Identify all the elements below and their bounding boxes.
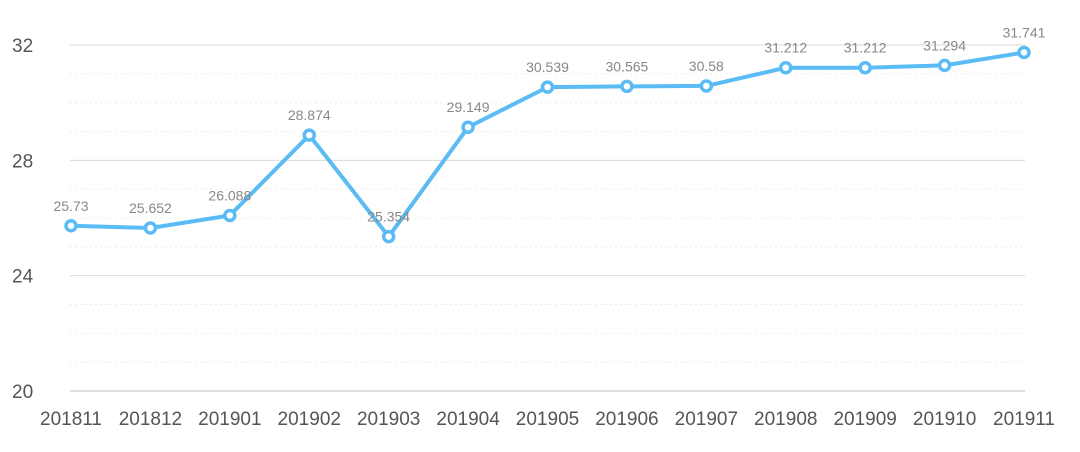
- data-point: [461, 120, 475, 134]
- x-tick-label: 201904: [436, 409, 500, 430]
- data-label: 25.354: [367, 209, 410, 225]
- x-tick-label: 201908: [754, 409, 817, 430]
- data-label: 25.652: [129, 200, 172, 216]
- data-point: [302, 128, 316, 142]
- data-label: 26.088: [208, 187, 251, 203]
- x-tick-label: 201906: [595, 409, 658, 430]
- data-label: 25.73: [53, 198, 88, 214]
- x-tick-label: 201909: [833, 409, 896, 430]
- data-point: [858, 60, 872, 75]
- data-point: [620, 79, 634, 94]
- y-tick-label: 28: [12, 151, 33, 172]
- data-label: 31.212: [844, 40, 887, 56]
- data-label: 31.294: [923, 37, 966, 53]
- data-point: [779, 60, 793, 75]
- x-tick-label: 201910: [913, 409, 976, 430]
- y-tick-label: 32: [12, 36, 33, 57]
- data-label: 31.212: [764, 40, 807, 56]
- x-tick-label: 201902: [278, 409, 341, 430]
- x-tick-label: 201901: [198, 409, 261, 430]
- data-label: 29.149: [447, 99, 490, 115]
- data-point: [381, 229, 396, 244]
- data-point: [540, 80, 555, 94]
- x-tick-label: 201911: [993, 409, 1055, 430]
- data-point: [143, 221, 158, 235]
- data-point: [937, 58, 952, 73]
- x-tick-label: 201811: [40, 409, 102, 430]
- data-label: 30.565: [606, 58, 649, 74]
- data-point: [64, 219, 78, 233]
- data-label: 30.58: [689, 58, 724, 74]
- x-tick-label: 201812: [119, 409, 182, 430]
- x-tick-label: 201905: [516, 409, 579, 430]
- data-point: [1017, 45, 1031, 60]
- data-point: [699, 79, 714, 93]
- y-tick-label: 24: [12, 267, 34, 288]
- data-point: [223, 208, 237, 223]
- data-label: 31.741: [1003, 24, 1046, 40]
- series-line: [69, 50, 1026, 239]
- x-tick-label: 201907: [675, 409, 738, 430]
- data-label: 28.874: [288, 107, 331, 123]
- data-label: 30.539: [526, 59, 569, 75]
- y-tick-label: 20: [12, 382, 33, 403]
- x-tick-label: 201903: [357, 409, 420, 430]
